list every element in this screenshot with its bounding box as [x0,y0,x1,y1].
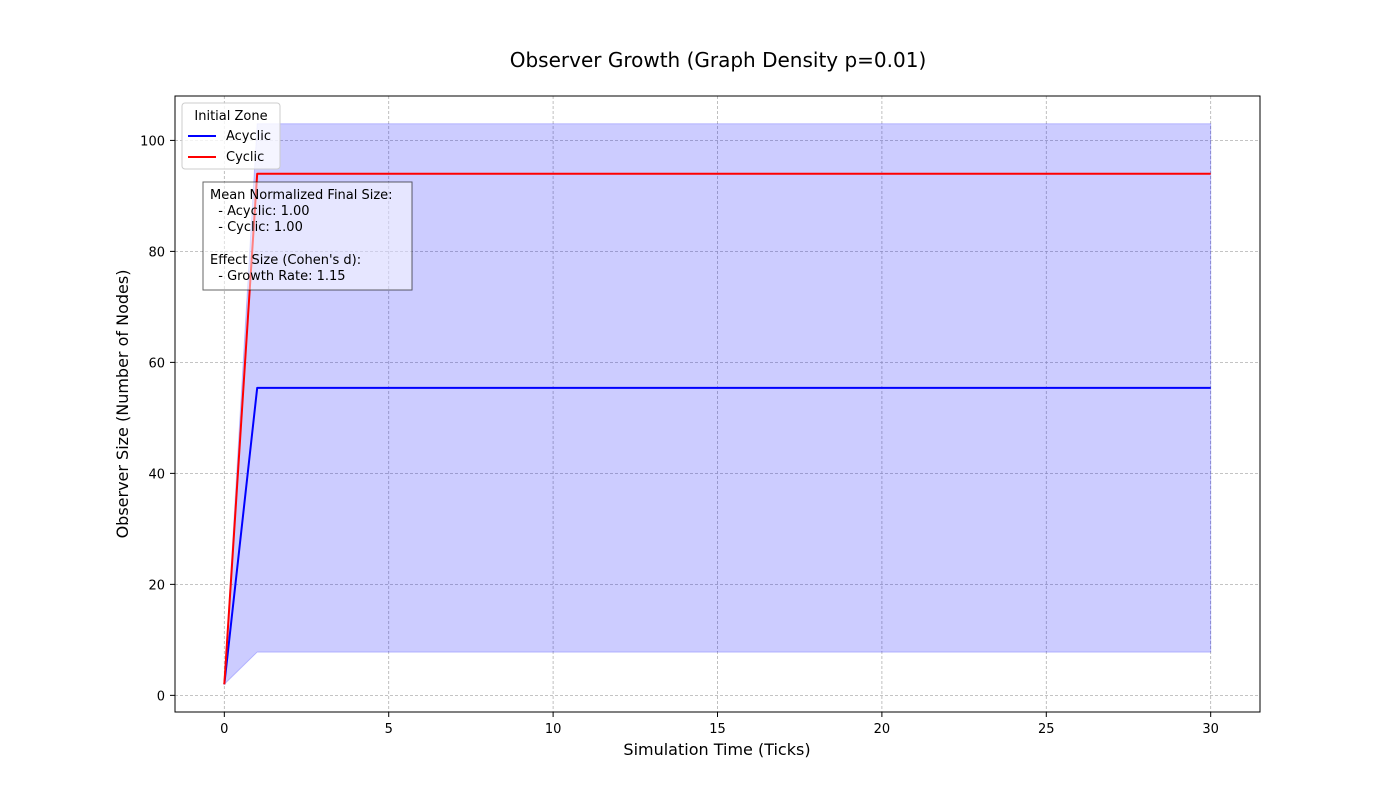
annotation-box [202,181,413,291]
x-tick-label: 5 [385,722,393,737]
x-tick-label: 25 [1038,722,1055,737]
annotation-line: Mean Normalized Final Size: [210,188,393,203]
series-line-acyclic [223,386,1211,685]
y-tick-label: 80 [148,245,165,260]
x-tick-label: 0 [220,722,228,737]
stats-annotation: Mean Normalized Final Size: - Acyclic: 1… [202,181,413,291]
y-axis-title: Observer Size (Number of Nodes) [113,270,132,539]
x-tick-label: 30 [1202,722,1219,737]
grid [175,96,1260,712]
y-tick-label: 20 [148,578,165,593]
annotation-line: - Acyclic: 1.00 [210,204,310,219]
y-tick-label: 60 [148,356,165,371]
legend-label-acyclic: Acyclic [226,129,271,144]
legend-box [181,102,281,170]
legend-title: Initial Zone [194,109,267,124]
x-tick-label: 10 [545,722,562,737]
x-tick-label: 20 [874,722,891,737]
y-tick-label: 100 [140,134,165,149]
annotation-line: - Cyclic: 1.00 [210,220,303,235]
x-axis-title: Simulation Time (Ticks) [623,740,810,759]
x-tick-label: 15 [709,722,726,737]
series-lines [223,172,1211,685]
legend: Initial Zone Acyclic Cyclic [181,102,281,170]
annotation-line: Effect Size (Cohen's d): [210,253,361,268]
chart-title: Observer Growth (Graph Density p=0.01) [510,48,927,72]
legend-label-cyclic: Cyclic [226,150,264,165]
axis-ticks: 0 5 10 15 20 25 30 0 20 40 60 80 100 [140,134,1219,737]
y-tick-label: 0 [157,689,165,704]
annotation-line: - Growth Rate: 1.15 [210,269,346,284]
y-tick-label: 40 [148,467,165,482]
series-line-cyclic [223,172,1211,685]
